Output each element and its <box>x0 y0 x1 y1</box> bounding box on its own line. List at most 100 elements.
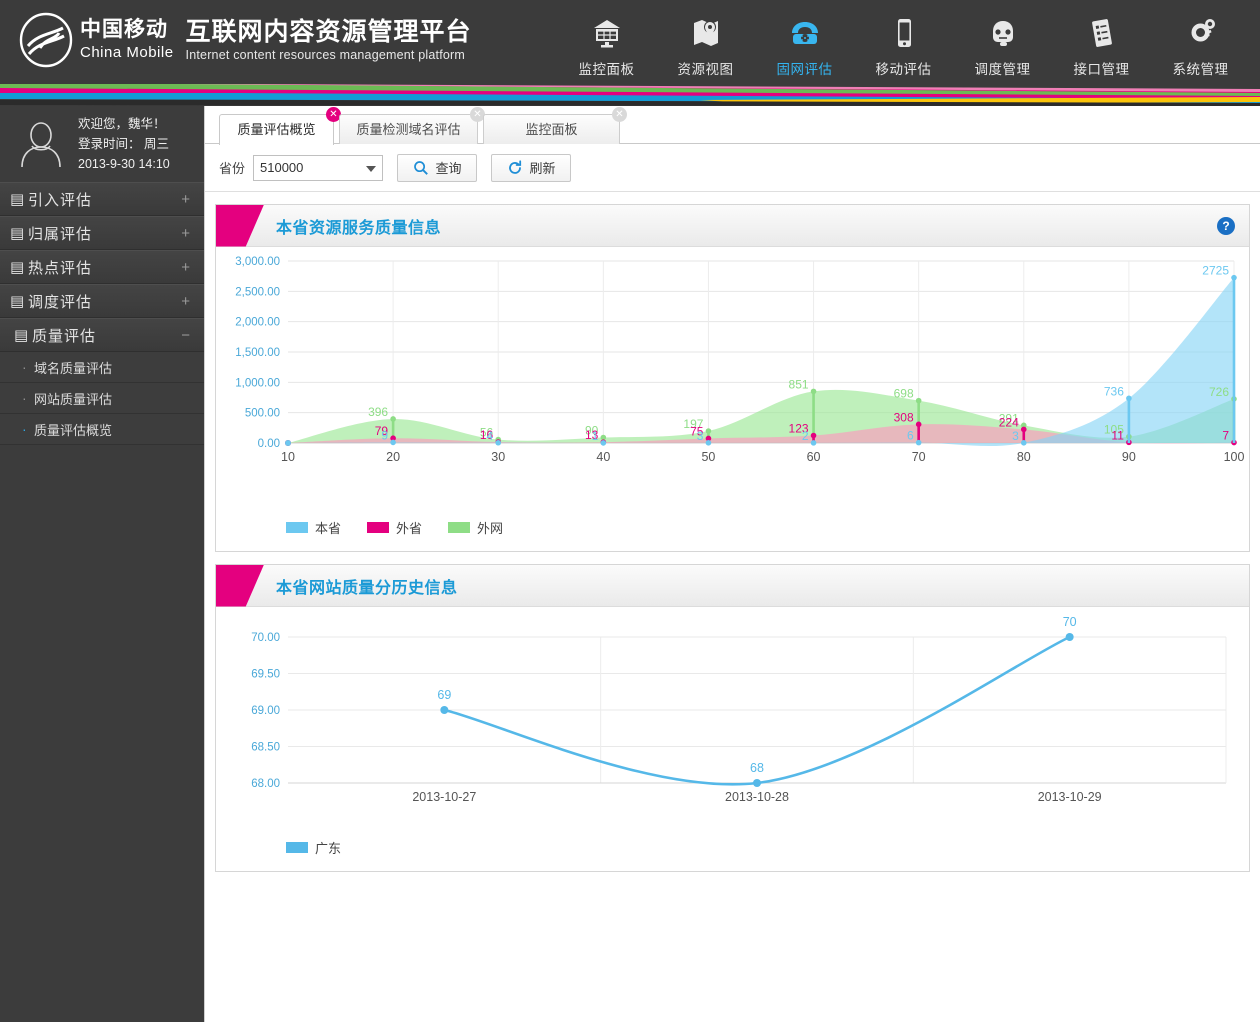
expand-toggle-icon[interactable]: + <box>181 190 190 208</box>
svg-text:70: 70 <box>1063 615 1077 629</box>
svg-text:50: 50 <box>701 450 715 464</box>
svg-text:100: 100 <box>1224 450 1245 464</box>
nav-item-mobile-evaluation[interactable]: 移动评估 <box>854 8 953 78</box>
expand-toggle-icon[interactable]: + <box>181 258 190 276</box>
tab-close-icon[interactable]: ✕ <box>612 107 627 122</box>
document-list-icon <box>1052 12 1151 54</box>
map-pin-icon <box>656 12 755 54</box>
sidebar-item-label: 归属评估 <box>28 225 93 243</box>
panel-body: 0.00 500.00 1,000.00 1,500.00 2,000.00 2,500.… <box>216 247 1249 551</box>
svg-text:40: 40 <box>596 450 610 464</box>
tab-close-icon[interactable]: ✕ <box>470 107 485 122</box>
legend-label: 广东 <box>315 841 342 856</box>
question-mark-icon[interactable]: ? <box>1217 217 1235 235</box>
tab-label: 监控面板 <box>525 122 578 137</box>
province-select[interactable]: 510000 <box>253 154 384 181</box>
nav-label: 系统管理 <box>1172 62 1229 77</box>
tab-close-icon[interactable]: ✕ <box>326 107 341 122</box>
brand-logo-block: 中国移动 China Mobile 互联网内容资源管理平台 Internet c… <box>18 12 472 68</box>
welcome-text: 欢迎您，魏华！ <box>78 117 166 131</box>
mobile-phone-icon <box>854 12 953 54</box>
avatar-icon <box>21 122 61 168</box>
legend-swatch <box>286 522 308 533</box>
svg-text:70: 70 <box>912 450 926 464</box>
login-time-label: 登录时间： 周三 <box>78 137 169 151</box>
tab-monitoring-panel[interactable]: 监控面板 ✕ <box>483 107 627 144</box>
legend-item-local-province[interactable]: 本省 <box>286 518 341 537</box>
legend-label: 外省 <box>396 521 423 536</box>
chart1-legend: 本省 外省 外网 <box>216 512 1249 551</box>
sidebar-item-attribution-evaluation[interactable]: ▤ 归属评估 + <box>0 216 204 250</box>
svg-text:16: 16 <box>480 428 494 442</box>
expand-toggle-icon[interactable]: + <box>181 224 190 242</box>
nav-label: 接口管理 <box>1073 62 1130 77</box>
nav-item-interface-management[interactable]: 接口管理 <box>1052 8 1151 78</box>
legend-item-external-network[interactable]: 外网 <box>448 518 503 537</box>
svg-text:68: 68 <box>750 761 764 775</box>
svg-text:0.00: 0.00 <box>258 438 280 450</box>
nav-item-resource-view[interactable]: 资源视图 <box>656 8 755 78</box>
svg-text:726: 726 <box>1209 385 1229 399</box>
nav-item-dispatch-management[interactable]: 调度管理 <box>953 8 1052 78</box>
magnifier-icon <box>413 160 428 175</box>
nav-label: 移动评估 <box>875 62 932 77</box>
headset-operator-icon <box>953 12 1052 54</box>
svg-text:75: 75 <box>690 424 704 438</box>
panel-flag-decoration <box>216 204 264 247</box>
svg-text:2725: 2725 <box>1202 264 1229 278</box>
tab-quality-evaluation-overview[interactable]: 质量评估概览 ✕ <box>219 107 341 145</box>
svg-text:20: 20 <box>386 450 400 464</box>
nav-item-fixed-network-evaluation[interactable]: 固网评估 <box>755 8 854 78</box>
sidebar-item-dispatch-evaluation[interactable]: ▤ 调度评估 + <box>0 284 204 318</box>
panel-header: 本省资源服务质量信息 ? <box>216 204 1249 247</box>
legend-item-guangdong[interactable]: 广东 <box>286 838 341 857</box>
search-button-label: 查询 <box>435 161 462 176</box>
svg-text:10: 10 <box>281 450 295 464</box>
svg-text:2,500.00: 2,500.00 <box>235 286 280 298</box>
sidebar-subitem-label: 网站质量评估 <box>34 391 113 407</box>
nav-label: 监控面板 <box>578 62 635 77</box>
search-button[interactable]: 查询 <box>397 153 478 182</box>
refresh-button[interactable]: 刷新 <box>491 153 572 182</box>
province-selected-value: 510000 <box>260 160 304 175</box>
legend-item-other-province[interactable]: 外省 <box>367 518 422 537</box>
svg-text:2013-10-29: 2013-10-29 <box>1038 790 1102 804</box>
expand-toggle-icon[interactable]: + <box>181 292 190 310</box>
legend-label: 本省 <box>315 521 342 536</box>
svg-text:291: 291 <box>999 411 1019 425</box>
svg-text:60: 60 <box>807 450 821 464</box>
collapse-toggle-icon[interactable]: − <box>181 326 190 344</box>
refresh-arrow-icon <box>508 159 521 174</box>
svg-text:69: 69 <box>437 688 451 702</box>
svg-text:3: 3 <box>697 429 704 443</box>
svg-text:68.50: 68.50 <box>251 742 280 754</box>
svg-text:1,500.00: 1,500.00 <box>235 347 280 359</box>
bullet-icon: · <box>22 421 27 437</box>
tab-quality-domain-evaluation[interactable]: 质量检测域名评估 ✕ <box>339 107 485 144</box>
nav-label: 资源视图 <box>677 62 734 77</box>
sidebar-subitem-quality-evaluation-overview[interactable]: · 质量评估概览 <box>0 414 204 445</box>
svg-text:90: 90 <box>585 424 599 438</box>
sidebar-item-quality-evaluation[interactable]: ▤ 质量评估 − <box>0 318 204 352</box>
sidebar-subitem-website-quality-evaluation[interactable]: · 网站质量评估 <box>0 383 204 414</box>
svg-text:123: 123 <box>789 422 809 436</box>
platform-title-en: Internet content resources management pl… <box>185 47 466 62</box>
sidebar-subitem-domain-quality-evaluation[interactable]: · 域名质量评估 <box>0 352 204 383</box>
telephone-icon <box>755 12 854 54</box>
sidebar-item-hotspot-evaluation[interactable]: ▤ 热点评估 + <box>0 250 204 284</box>
nav-item-monitoring-panel[interactable]: 监控面板 <box>557 8 656 78</box>
query-toolbar: 省份 510000 查询 刷新 <box>205 144 1260 192</box>
sidebar-item-introduction-evaluation[interactable]: ▤ 引入评估 + <box>0 182 204 216</box>
svg-text:6: 6 <box>907 429 914 443</box>
panel-website-quality-history: 本省网站质量分历史信息 68.00 68.50 69.00 69.50 70.00 69 6… <box>215 564 1250 872</box>
line-chart-website-quality: 68.00 68.50 69.00 69.50 70.00 69 68 70 2013-10-2… <box>251 615 1227 804</box>
brand-name-en: China Mobile <box>80 44 174 61</box>
brand-name-cn: 中国移动 <box>80 18 168 41</box>
gears-icon <box>1151 12 1250 54</box>
svg-text:308: 308 <box>894 410 914 424</box>
nav-item-system-management[interactable]: 系统管理 <box>1151 8 1250 78</box>
svg-text:105: 105 <box>1104 423 1124 437</box>
svg-text:3: 3 <box>1012 429 1019 443</box>
panel-title: 本省网站质量分历史信息 <box>276 579 458 597</box>
chevron-down-icon[interactable] <box>366 165 377 172</box>
